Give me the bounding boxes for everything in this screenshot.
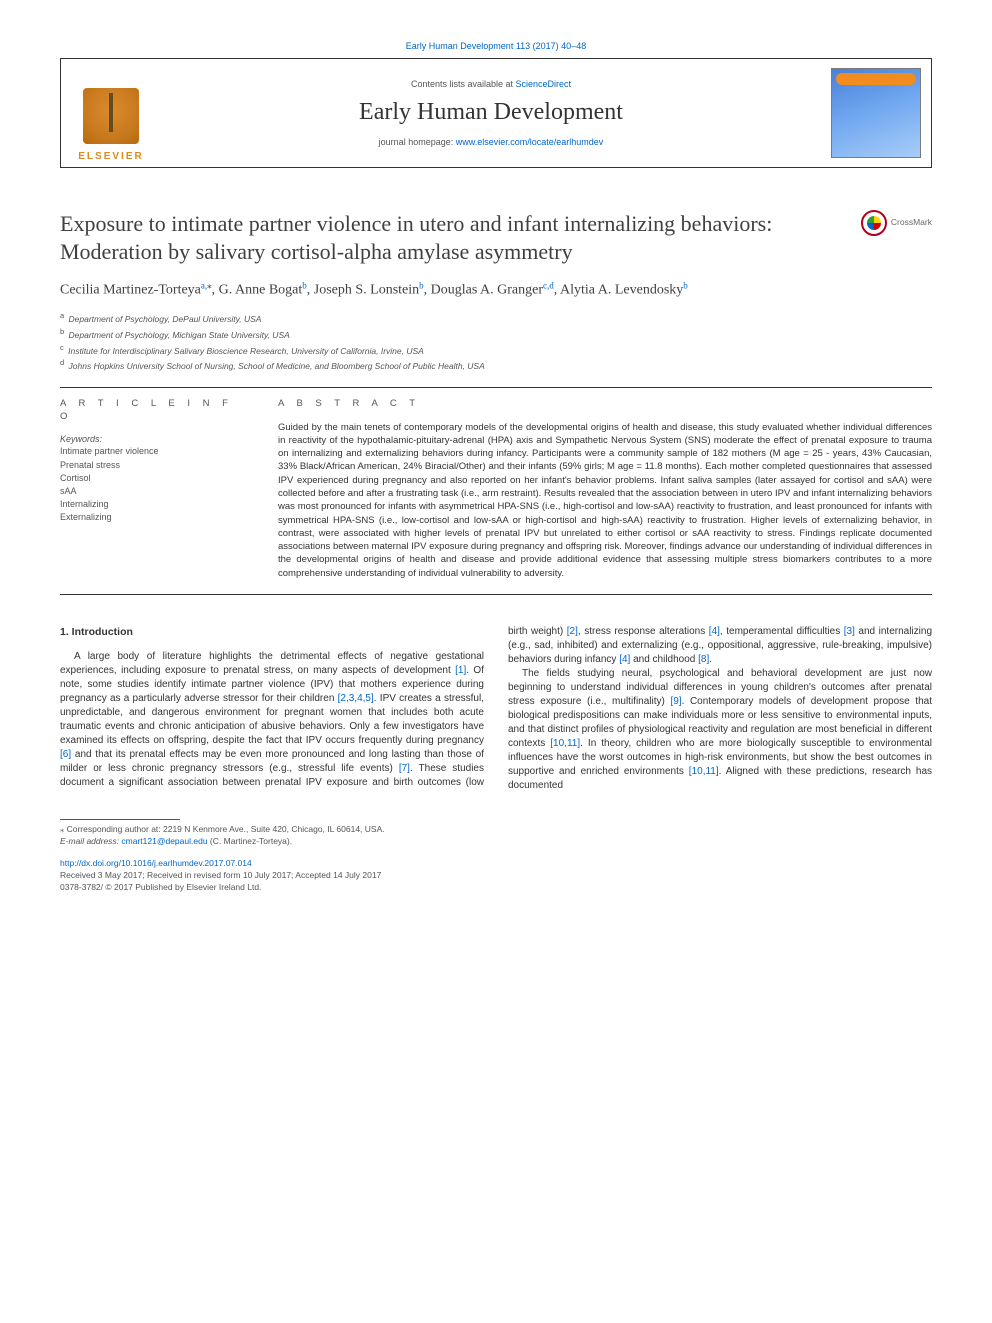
banner-center: Contents lists available at ScienceDirec… [161, 72, 821, 155]
homepage-line: journal homepage: www.elsevier.com/locat… [171, 136, 811, 148]
article-title: Exposure to intimate partner violence in… [60, 210, 861, 265]
keyword-item: Internalizing [60, 498, 250, 511]
abstract-col: A B S T R A C T Guided by the main tenet… [278, 398, 932, 580]
homepage-link[interactable]: www.elsevier.com/locate/earlhumdev [456, 137, 604, 147]
issn-line: 0378-3782/ © 2017 Published by Elsevier … [60, 882, 261, 892]
received-line: Received 3 May 2017; Received in revised… [60, 870, 381, 880]
keyword-item: sAA [60, 485, 250, 498]
email-suffix: (C. Martinez-Torteya). [208, 836, 293, 846]
crossmark-ring-icon [861, 210, 887, 236]
info-abstract-row: A R T I C L E I N F O Keywords: Intimate… [60, 398, 932, 580]
keyword-item: Prenatal stress [60, 459, 250, 472]
divider-top [60, 387, 932, 388]
journal-citation-link[interactable]: Early Human Development 113 (2017) 40–48 [406, 41, 586, 51]
sciencedirect-link[interactable]: ScienceDirect [516, 79, 572, 89]
email-line: E-mail address: cmart121@depaul.edu (C. … [60, 836, 932, 848]
divider-bottom [60, 594, 932, 595]
publisher-logo-block: ELSEVIER [61, 59, 161, 167]
intro-heading: 1. Introduction [60, 625, 484, 640]
journal-name: Early Human Development [171, 96, 811, 128]
contents-prefix: Contents lists available at [411, 79, 516, 89]
cover-strip-icon [836, 73, 916, 85]
affiliation-item: a Department of Psychology, DePaul Unive… [60, 310, 932, 326]
abstract-text: Guided by the main tenets of contemporar… [278, 421, 932, 581]
footnote-rule [60, 819, 180, 820]
doi-link[interactable]: http://dx.doi.org/10.1016/j.earlhumdev.2… [60, 858, 252, 868]
email-label: E-mail address: [60, 836, 121, 846]
keyword-item: Intimate partner violence [60, 445, 250, 458]
journal-cover-thumb [831, 68, 921, 158]
abstract-head: A B S T R A C T [278, 398, 932, 411]
elsevier-tree-icon [83, 88, 139, 144]
crossmark-label: CrossMark [891, 217, 932, 228]
affiliation-item: b Department of Psychology, Michigan Sta… [60, 326, 932, 342]
affiliations: a Department of Psychology, DePaul Unive… [60, 310, 932, 372]
corresponding-author: ⁎ Corresponding author at: 2219 N Kenmor… [60, 824, 932, 836]
affiliation-item: d Johns Hopkins University School of Nur… [60, 357, 932, 373]
publisher-label: ELSEVIER [78, 150, 143, 164]
keywords-label: Keywords: [60, 433, 250, 445]
crossmark-wheel-icon [867, 216, 881, 230]
intro-para-2: The fields studying neural, psychologica… [508, 667, 932, 793]
email-link[interactable]: cmart121@depaul.edu [121, 836, 207, 846]
homepage-prefix: journal homepage: [379, 137, 456, 147]
affiliation-item: c Institute for Interdisciplinary Saliva… [60, 342, 932, 358]
journal-banner: ELSEVIER Contents lists available at Sci… [60, 58, 932, 168]
footnotes: ⁎ Corresponding author at: 2219 N Kenmor… [60, 824, 932, 848]
body-columns: 1. Introduction A large body of literatu… [60, 625, 932, 793]
journal-citation: Early Human Development 113 (2017) 40–48 [60, 40, 932, 52]
crossmark-badge[interactable]: CrossMark [861, 210, 932, 236]
title-row: Exposure to intimate partner violence in… [60, 210, 932, 265]
authors-line: Cecilia Martinez-Torteyaa,⁎, G. Anne Bog… [60, 279, 932, 300]
keyword-item: Cortisol [60, 472, 250, 485]
doi-block: http://dx.doi.org/10.1016/j.earlhumdev.2… [60, 858, 932, 894]
article-info-head: A R T I C L E I N F O [60, 398, 250, 424]
article-info-col: A R T I C L E I N F O Keywords: Intimate… [60, 398, 250, 580]
contents-line: Contents lists available at ScienceDirec… [171, 78, 811, 90]
keyword-item: Externalizing [60, 511, 250, 524]
keywords-list: Intimate partner violencePrenatal stress… [60, 445, 250, 523]
